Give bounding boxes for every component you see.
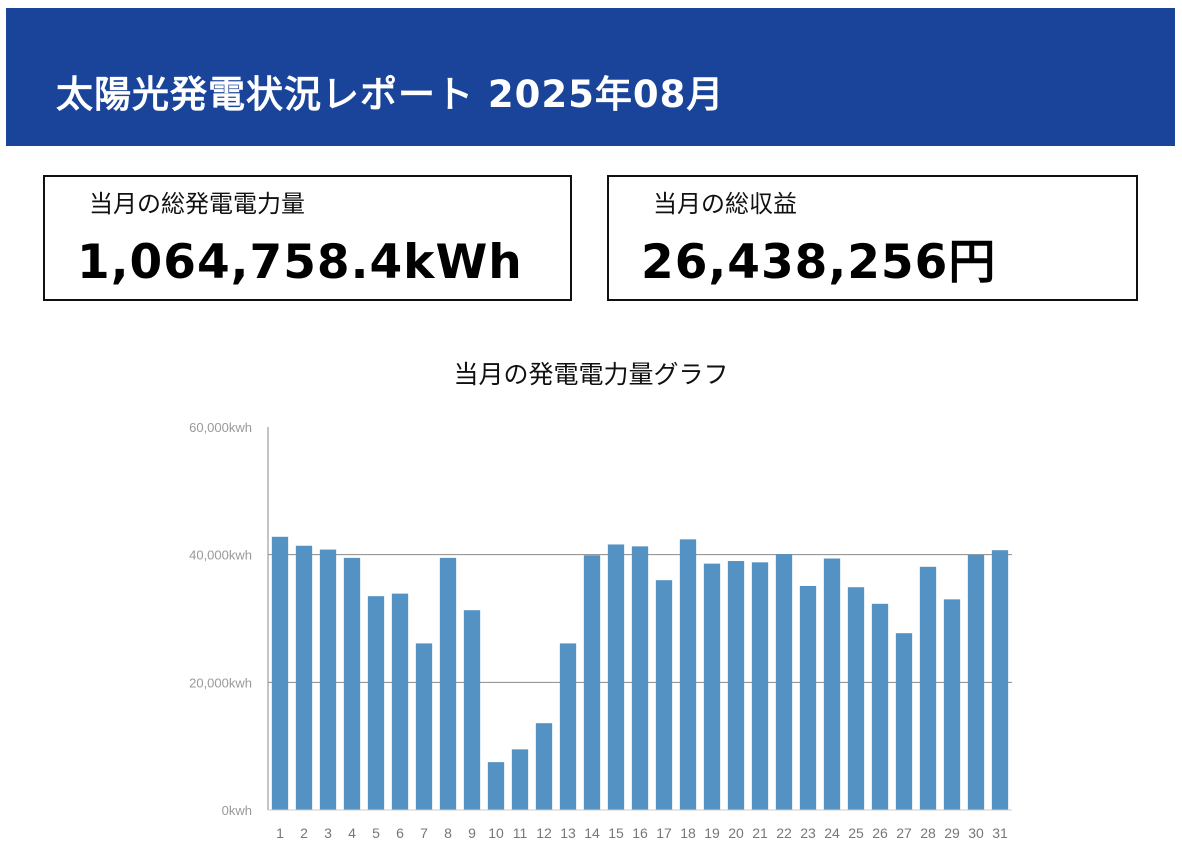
x-tick-label: 28 — [920, 825, 936, 841]
bar-day-12 — [535, 723, 553, 810]
bar-day-13 — [559, 643, 577, 810]
x-tick-label: 18 — [680, 825, 696, 841]
x-tick-label: 31 — [992, 825, 1008, 841]
x-tick-label: 20 — [728, 825, 744, 841]
chart-title: 当月の発電電力量グラフ — [453, 360, 729, 389]
x-tick-label: 29 — [944, 825, 960, 841]
x-tick-label: 3 — [324, 825, 332, 841]
x-tick-label: 30 — [968, 825, 984, 841]
x-tick-label: 24 — [824, 825, 840, 841]
x-tick-label: 2 — [300, 825, 308, 841]
x-tick-label: 22 — [776, 825, 792, 841]
total-energy-value: 1,064,758.4kWh — [77, 235, 523, 290]
bar-day-29 — [943, 599, 961, 810]
bar-day-22 — [775, 554, 793, 810]
report-title: 太陽光発電状況レポート 2025年08月 — [56, 73, 725, 116]
bar-day-5 — [367, 596, 385, 810]
x-tick-label: 9 — [468, 825, 476, 841]
total-revenue-card: 当月の総収益 26,438,256円 — [607, 175, 1138, 301]
bar-day-30 — [967, 554, 985, 810]
x-tick-label: 19 — [704, 825, 720, 841]
total-revenue-value: 26,438,256円 — [641, 235, 997, 290]
x-tick-label: 7 — [420, 825, 428, 841]
bar-day-8 — [439, 557, 457, 810]
x-tick-label: 5 — [372, 825, 380, 841]
x-tick-label: 21 — [752, 825, 768, 841]
bar-day-31 — [991, 550, 1009, 810]
x-tick-label: 27 — [896, 825, 912, 841]
bar-day-15 — [607, 544, 625, 810]
bar-day-17 — [655, 580, 673, 810]
y-tick-label: 0kwh — [222, 803, 252, 818]
bar-day-25 — [847, 587, 865, 810]
y-tick-label: 60,000kwh — [189, 420, 252, 435]
bar-day-24 — [823, 558, 841, 810]
x-tick-label: 26 — [872, 825, 888, 841]
total-revenue-label: 当月の総収益 — [653, 190, 797, 218]
x-tick-label: 6 — [396, 825, 404, 841]
bar-day-23 — [799, 585, 817, 810]
bar-day-19 — [703, 563, 721, 810]
x-tick-label: 13 — [560, 825, 576, 841]
bar-day-21 — [751, 562, 769, 810]
bar-day-16 — [631, 546, 649, 810]
total-energy-card: 当月の総発電電力量 1,064,758.4kWh — [43, 175, 572, 301]
x-tick-label: 10 — [488, 825, 504, 841]
bar-day-26 — [871, 603, 889, 810]
x-tick-label: 16 — [632, 825, 648, 841]
bar-day-20 — [727, 561, 745, 810]
y-tick-label: 40,000kwh — [189, 548, 252, 563]
x-tick-label: 17 — [656, 825, 672, 841]
x-tick-label: 4 — [348, 825, 356, 841]
x-tick-label: 23 — [800, 825, 816, 841]
bar-day-14 — [583, 555, 601, 810]
bar-day-9 — [463, 610, 481, 810]
bar-day-10 — [487, 762, 505, 810]
bar-day-3 — [319, 549, 337, 810]
report-header: 太陽光発電状況レポート 2025年08月 — [6, 8, 1175, 146]
bar-day-2 — [295, 545, 313, 810]
x-tick-label: 8 — [444, 825, 452, 841]
bar-day-27 — [895, 633, 913, 810]
bar-day-1 — [271, 536, 289, 810]
x-tick-label: 15 — [608, 825, 624, 841]
x-tick-label: 11 — [513, 825, 528, 841]
bar-day-28 — [919, 566, 937, 810]
bar-day-6 — [391, 593, 409, 810]
y-tick-label: 20,000kwh — [189, 675, 252, 690]
bar-day-7 — [415, 643, 433, 810]
bar-day-18 — [679, 539, 697, 810]
x-tick-label: 1 — [276, 825, 284, 841]
bar-day-11 — [511, 749, 529, 810]
total-energy-label: 当月の総発電電力量 — [89, 190, 305, 218]
bar-day-4 — [343, 557, 361, 810]
x-tick-label: 12 — [536, 825, 552, 841]
x-tick-label: 14 — [584, 825, 600, 841]
x-tick-label: 25 — [848, 825, 864, 841]
